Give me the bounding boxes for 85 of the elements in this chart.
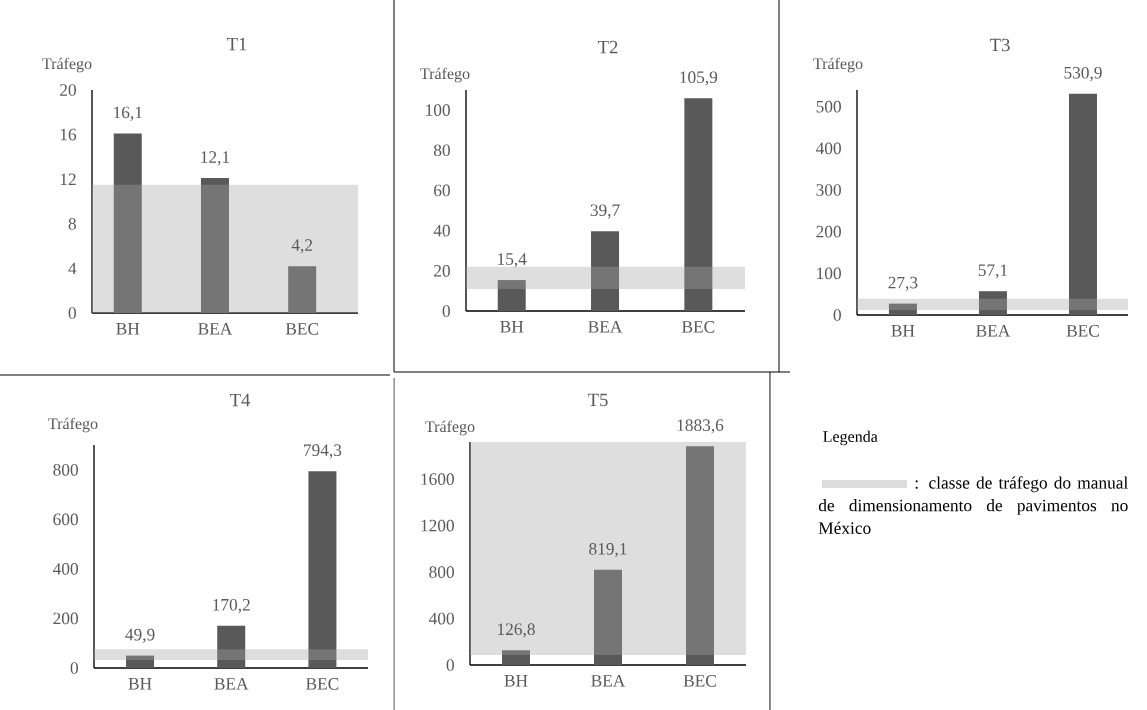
bar bbox=[200, 178, 229, 313]
bar bbox=[502, 650, 530, 665]
bar bbox=[126, 655, 155, 668]
bar bbox=[684, 98, 713, 311]
data-label: 170,2 bbox=[213, 598, 250, 614]
y-tick-label: 20 bbox=[60, 84, 76, 96]
y-axis-title: Tráfego bbox=[813, 57, 863, 73]
x-tick-label: BH bbox=[128, 678, 152, 690]
bar bbox=[591, 231, 620, 311]
data-label: 39,7 bbox=[590, 204, 620, 219]
x-tick-label: BH bbox=[504, 675, 528, 687]
y-tick-label: 300 bbox=[816, 184, 841, 196]
bar bbox=[113, 133, 142, 313]
bar bbox=[978, 291, 1007, 315]
y-axis-title: Tráfego bbox=[425, 420, 475, 436]
chart-title: T2 bbox=[597, 40, 618, 54]
bar bbox=[308, 471, 337, 668]
y-tick-label: 100 bbox=[426, 104, 450, 116]
chart-title: T4 bbox=[229, 393, 251, 407]
data-label: 57,1 bbox=[978, 264, 1008, 279]
text: : classe de tráfego do manual de dimensionamento de pavimentos no México bbox=[818, 476, 1128, 534]
chart-title: T5 bbox=[587, 393, 608, 407]
bar bbox=[888, 303, 917, 315]
data-label: 794,3 bbox=[304, 444, 342, 459]
bar bbox=[1068, 93, 1097, 315]
y-tick-label: 400 bbox=[428, 612, 454, 625]
bar bbox=[686, 446, 714, 665]
data-label: 105,9 bbox=[680, 71, 718, 86]
x-tick-label: BEA bbox=[976, 325, 1011, 337]
data-label: 126,8 bbox=[498, 623, 535, 638]
x-tick-label: BH bbox=[500, 321, 524, 333]
data-label: 27,3 bbox=[888, 276, 918, 291]
y-tick-label: 100 bbox=[817, 267, 841, 280]
y-tick-label: 40 bbox=[433, 224, 450, 237]
y-tick-label: 400 bbox=[52, 563, 78, 575]
y-tick-label: 200 bbox=[53, 612, 78, 625]
data-label: 819,1 bbox=[589, 542, 627, 558]
x-tick-label: BEA bbox=[591, 675, 626, 687]
bar bbox=[594, 569, 622, 665]
bar bbox=[497, 280, 526, 311]
y-tick-label: 1600 bbox=[421, 473, 454, 486]
x-tick-label: BEC bbox=[681, 321, 715, 333]
x-tick-label: BEC bbox=[285, 323, 319, 335]
y-tick-label: 0 bbox=[833, 309, 841, 321]
data-label: 1883,6 bbox=[677, 419, 724, 434]
data-label: 4,2 bbox=[291, 239, 313, 254]
x-tick-label: BEC bbox=[1066, 325, 1099, 337]
y-tick-label: 12 bbox=[60, 173, 76, 185]
x-tick-label: BH bbox=[891, 325, 915, 337]
bar bbox=[217, 625, 246, 668]
chart-title: T3 bbox=[989, 38, 1010, 52]
y-tick-label: 400 bbox=[815, 142, 841, 155]
y-axis-title: Tráfego bbox=[48, 417, 98, 433]
y-tick-label: 600 bbox=[53, 513, 78, 526]
y-tick-label: 500 bbox=[816, 100, 841, 113]
y-tick-label: 4 bbox=[68, 262, 77, 275]
y-tick-label: 0 bbox=[446, 659, 454, 671]
y-tick-label: 16 bbox=[60, 128, 77, 141]
data-label: 49,9 bbox=[125, 628, 155, 643]
y-tick-label: 1200 bbox=[421, 519, 454, 532]
y-axis-title: Tráfego bbox=[42, 57, 92, 73]
y-tick-label: 800 bbox=[53, 463, 78, 476]
bar bbox=[288, 266, 317, 313]
x-tick-label: BEC bbox=[683, 675, 716, 687]
y-tick-label: 0 bbox=[68, 307, 76, 319]
y-tick-label: 60 bbox=[434, 184, 450, 197]
y-tick-label: 800 bbox=[429, 566, 454, 578]
x-tick-label: BEA bbox=[588, 321, 623, 333]
x-tick-label: BEA bbox=[198, 323, 233, 335]
x-tick-label: BEC bbox=[306, 678, 339, 690]
y-axis-title: Tráfego bbox=[420, 67, 470, 83]
y-tick-label: 8 bbox=[68, 217, 76, 230]
y-tick-label: 0 bbox=[442, 305, 450, 317]
x-tick-label: BH bbox=[116, 323, 140, 335]
text: Legenda bbox=[823, 430, 878, 446]
data-label: 15,4 bbox=[498, 253, 527, 268]
y-tick-label: 0 bbox=[70, 662, 78, 674]
x-tick-label: BEA bbox=[214, 678, 249, 690]
data-label: 12,1 bbox=[201, 151, 230, 166]
data-label: 530,9 bbox=[1064, 66, 1102, 82]
data-label: 16,1 bbox=[114, 106, 142, 121]
y-tick-label: 80 bbox=[433, 144, 450, 157]
chart-title: T1 bbox=[226, 37, 247, 51]
y-tick-label: 200 bbox=[816, 225, 841, 238]
y-tick-label: 20 bbox=[434, 264, 450, 277]
